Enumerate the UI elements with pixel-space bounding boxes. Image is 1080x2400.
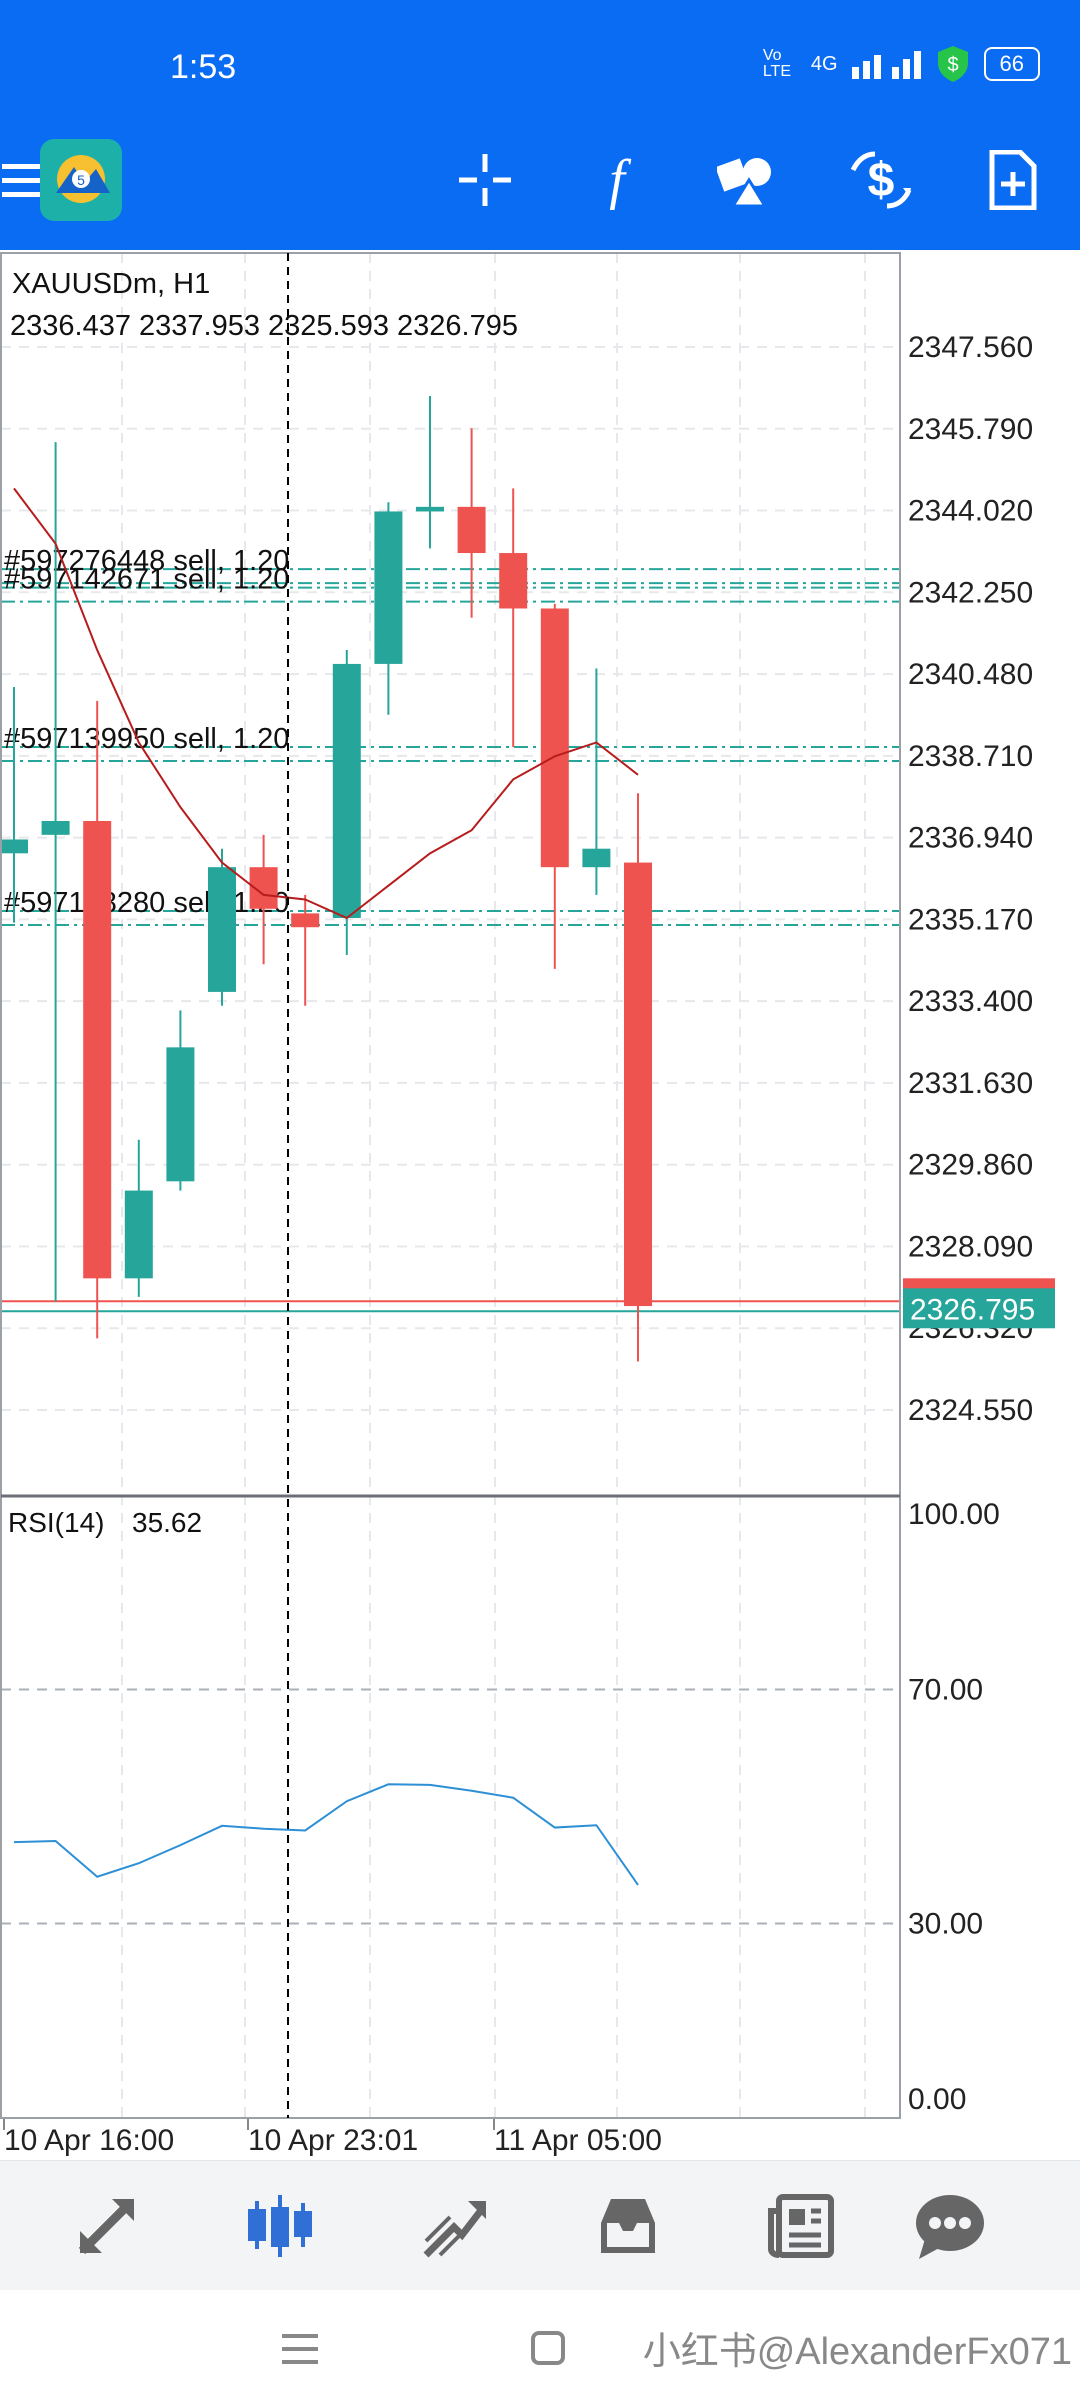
nav-chart[interactable]	[230, 2181, 330, 2271]
shield-dollar-icon: $	[937, 46, 968, 82]
price-axis-label: 2324.550	[908, 1394, 1033, 1427]
chat-icon	[916, 2195, 984, 2259]
menu-icon	[2, 164, 46, 197]
candle-body	[41, 820, 70, 835]
network-label: 4G	[810, 52, 838, 75]
price-axis-label: 2347.560	[908, 331, 1033, 364]
svg-text:$: $	[947, 54, 958, 76]
price-axis-label: 2328.090	[908, 1230, 1033, 1263]
new-order-button[interactable]	[968, 140, 1058, 220]
objects-button[interactable]	[702, 140, 792, 220]
order-label: #597139950 sell, 1.20	[4, 723, 289, 755]
price-axis-label: 2336.940	[908, 822, 1033, 855]
signal-icon	[851, 51, 921, 79]
crosshair-button[interactable]	[440, 140, 530, 220]
chart-area[interactable]: #597276448 sell, 1.20 #597142671 sell, 1.…	[0, 250, 1080, 2170]
order-label: #597276448 sell, 1.20	[4, 545, 289, 577]
time-axis-label: 11 Apr 05:00	[494, 2124, 662, 2157]
rsi-line	[13, 1783, 639, 1886]
svg-text:5: 5	[77, 172, 85, 188]
candle-body	[582, 848, 611, 868]
candle-body	[83, 820, 112, 1279]
crosshair-icon	[459, 154, 511, 206]
price-axis-label: 2329.860	[908, 1149, 1033, 1182]
chart-frame	[0, 252, 901, 2119]
new-order-icon	[989, 150, 1037, 210]
status-time: 1:53	[170, 48, 237, 86]
current-price-label: 2326.795	[910, 1293, 1035, 1326]
rsi-label-name: RSI(14)	[8, 1507, 104, 1538]
candle-body	[540, 608, 569, 868]
candle-body	[499, 553, 528, 609]
svg-text:$: $	[868, 154, 895, 207]
quotes-icon	[78, 2199, 134, 2255]
app-logo: 5	[40, 139, 122, 221]
shapes-icon	[717, 158, 771, 208]
chart-symbol-title: XAUUSDm, H1	[12, 268, 210, 300]
nav-quotes[interactable]	[57, 2181, 157, 2271]
home-icon[interactable]	[530, 2330, 566, 2366]
indicators-button[interactable]: f	[572, 140, 662, 220]
rsi-axis-label: 100.00	[908, 1498, 1000, 1531]
candle-body	[291, 913, 320, 928]
price-axis-label: 2342.250	[908, 576, 1033, 609]
price-axis-label: 2333.400	[908, 985, 1033, 1018]
price-axis-label: 2344.020	[908, 495, 1033, 528]
nav-chat[interactable]	[900, 2181, 1000, 2271]
moving-average-line	[13, 487, 639, 920]
rsi-axis-label: 0.00	[908, 2083, 966, 2116]
nav-history[interactable]	[578, 2181, 678, 2271]
trade-icon	[423, 2201, 486, 2258]
nav-news[interactable]	[752, 2181, 852, 2271]
price-tag	[903, 1288, 1055, 1329]
status-icons: Vo LTE 4G $ 66	[763, 45, 1040, 83]
battery-level: 66	[983, 47, 1040, 81]
price-axis-label: 2345.790	[908, 413, 1033, 446]
menu-button[interactable]	[0, 140, 70, 220]
price-chart[interactable]: #597276448 sell, 1.20#597142671 sell, 1.…	[0, 250, 1080, 2170]
candle-body	[166, 1047, 195, 1182]
order-label: #597138280 sell, 1.20	[4, 887, 289, 919]
time-axis-label: 10 Apr 23:01	[248, 2124, 418, 2157]
candle-body	[208, 867, 236, 992]
candle-body	[332, 663, 361, 918]
chart-candles-icon	[248, 2195, 312, 2257]
order-label: #597142671 sell, 1.20	[4, 564, 289, 596]
bottom-navigation	[0, 2160, 1080, 2291]
system-navigation: 小红书@AlexanderFx071	[0, 2290, 1080, 2400]
candle-body	[416, 506, 444, 512]
svg-text:f: f	[609, 150, 632, 210]
price-axis-label: 2331.630	[908, 1067, 1033, 1100]
history-icon	[601, 2199, 655, 2253]
rsi-label-value: 35.62	[132, 1507, 202, 1538]
trade-button[interactable]: $	[836, 140, 926, 220]
price-axis-label: 2340.480	[908, 658, 1033, 691]
app-header: 1:53 Vo LTE 4G $ 66 5	[0, 0, 1080, 250]
volte-badge: Vo LTE	[762, 47, 791, 80]
trade-dollar-icon: $	[850, 151, 912, 209]
app-logo-button[interactable]: 5	[36, 139, 126, 221]
recents-icon[interactable]	[280, 2332, 320, 2366]
candle-body	[624, 862, 652, 1307]
price-axis-label: 2335.170	[908, 903, 1033, 936]
candle-body	[457, 506, 486, 554]
candle-body	[124, 1190, 153, 1279]
candle-body	[374, 511, 403, 664]
rsi-axis-label: 30.00	[908, 1908, 983, 1941]
chart-ohlc: 2336.437 2337.953 2325.593 2326.795	[10, 310, 518, 342]
function-icon: f	[609, 150, 632, 210]
nav-trade[interactable]	[405, 2181, 505, 2271]
rsi-axis-label: 70.00	[908, 1674, 983, 1707]
news-icon	[768, 2194, 834, 2258]
time-axis-label: 10 Apr 16:00	[4, 2124, 174, 2157]
watermark: 小红书@AlexanderFx071	[642, 2331, 1072, 2373]
toolbar: 5 f $	[0, 130, 1080, 230]
price-axis-label: 2338.710	[908, 740, 1033, 773]
candle-body	[0, 839, 28, 854]
